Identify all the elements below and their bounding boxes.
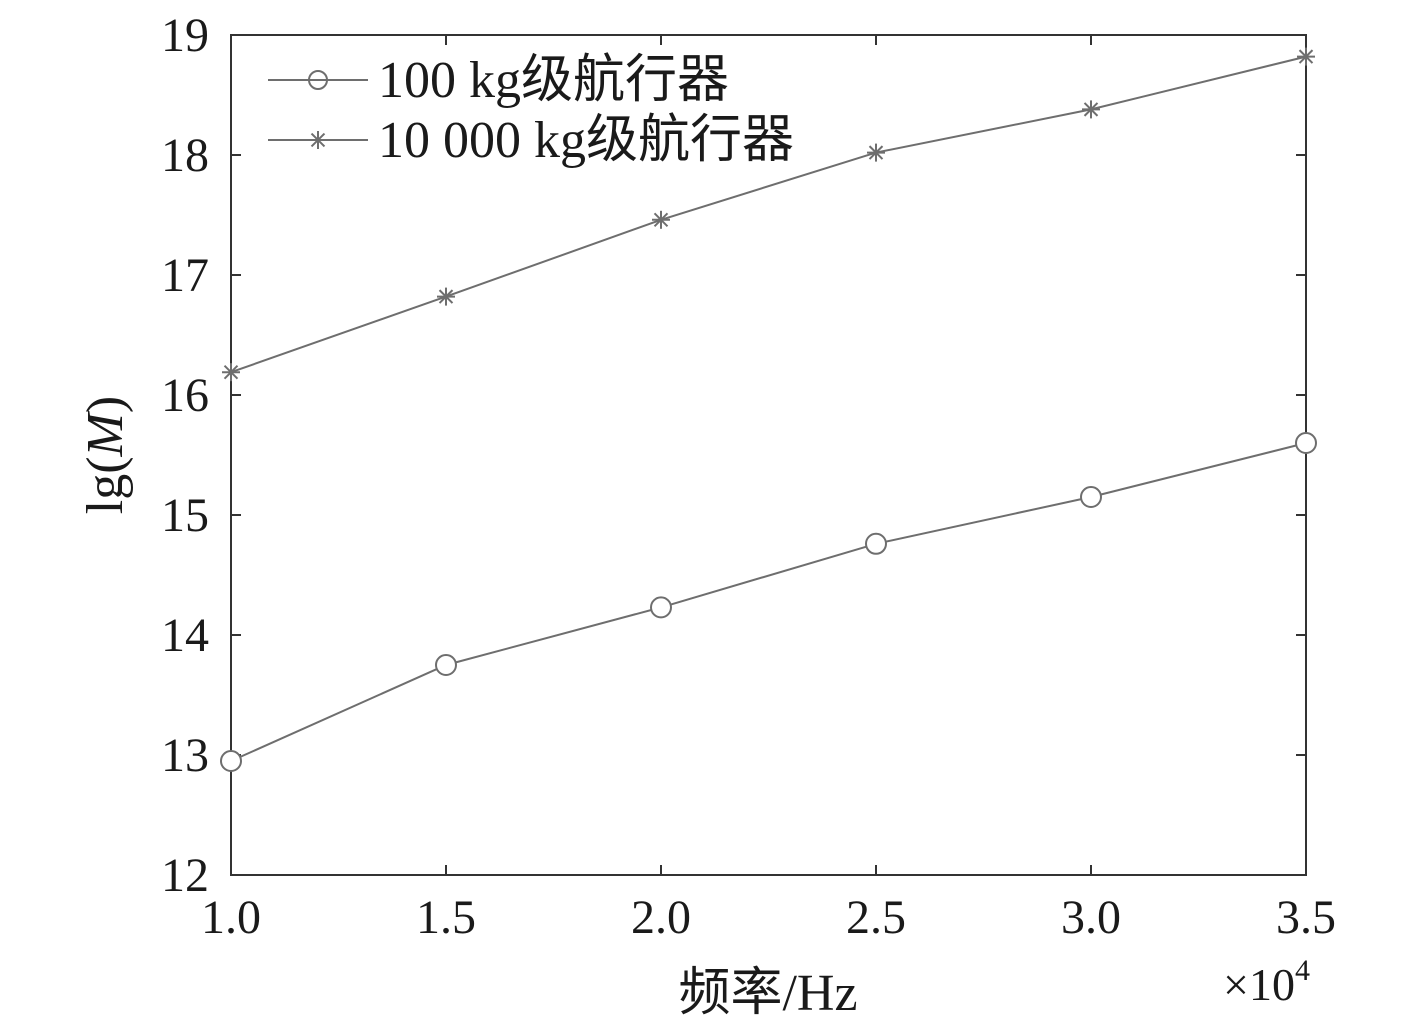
x-axis-title: 频率/Hz <box>678 965 857 1022</box>
x-tick-label: 1.5 <box>416 891 476 944</box>
data-point-circle <box>1295 432 1317 454</box>
plot-frame <box>230 34 1307 876</box>
data-point-circle <box>865 532 887 555</box>
legend-label-series-2: 10 000 kg级航行器 <box>378 112 794 169</box>
data-point-circle <box>220 750 242 772</box>
y-tick-label: 15 <box>161 489 209 542</box>
data-point-star <box>222 363 240 382</box>
legend-label-series-1: 100 kg级航行器 <box>378 52 729 109</box>
x-axis-ticks: 1.0 1.5 2.0 2.5 3.0 3.5 <box>201 35 1336 944</box>
y-axis-title: lg(M) <box>77 396 134 514</box>
x-tick-label: 1.0 <box>201 891 261 944</box>
series-layer <box>220 47 1317 772</box>
y-tick-label: 13 <box>161 729 209 782</box>
legend-star-marker-icon <box>309 131 327 149</box>
x-tick-label: 3.0 <box>1061 891 1121 944</box>
y-tick-label: 19 <box>161 9 209 62</box>
data-point-star <box>1297 47 1315 66</box>
data-point-star <box>867 143 885 162</box>
y-axis-ticks: 12 13 14 15 16 17 18 19 <box>161 9 1306 902</box>
x-multiplier-base: ×10 <box>1223 959 1295 1010</box>
y-tick-label: 18 <box>161 129 209 182</box>
x-tick-label: 2.5 <box>846 891 906 944</box>
x-axis-multiplier: ×104 <box>1223 954 1310 1010</box>
data-point-star <box>1082 100 1100 119</box>
x-multiplier-exponent: 4 <box>1295 954 1310 987</box>
y-tick-label: 14 <box>161 609 209 662</box>
y-tick-label: 12 <box>161 849 209 902</box>
data-point-star <box>652 210 670 229</box>
data-point-star <box>437 287 455 306</box>
y-tick-label: 17 <box>161 249 209 302</box>
y-axis-title-variable: M <box>77 410 134 457</box>
legend-star-glyph <box>309 131 327 149</box>
series-line-1 <box>230 442 1307 762</box>
legend: 100 kg级航行器 10 000 kg级航行器 <box>268 52 794 169</box>
data-point-circle <box>1080 486 1102 508</box>
x-tick-label: 3.5 <box>1276 891 1336 944</box>
x-tick-label: 2.0 <box>631 891 691 944</box>
data-point-circle <box>650 596 672 619</box>
legend-circle-marker-icon <box>308 70 328 90</box>
y-tick-label: 16 <box>161 369 209 422</box>
series-line-2 <box>230 55 1307 374</box>
data-point-circle <box>435 654 457 676</box>
y-axis-title-suffix: ) <box>77 396 134 413</box>
y-axis-title-prefix: lg( <box>77 456 134 514</box>
